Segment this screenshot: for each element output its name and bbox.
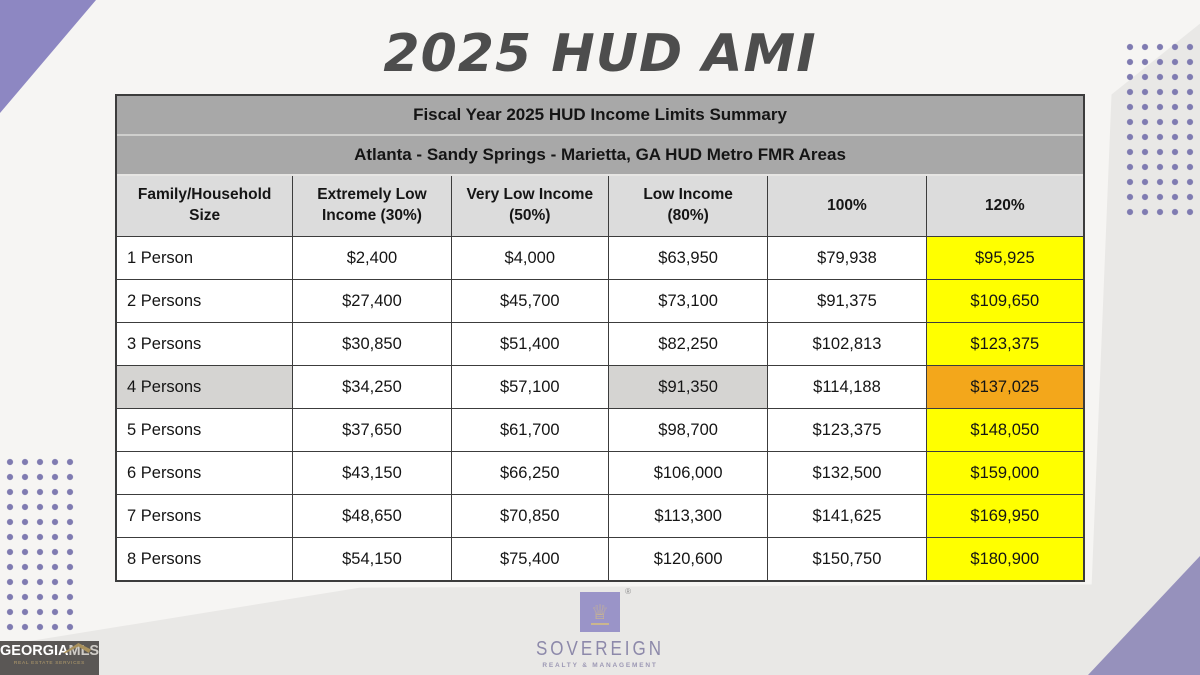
sovereign-logo-square: ♕ ®	[580, 587, 631, 632]
value-cell: $132,500	[767, 452, 925, 494]
value-cell: $57,100	[450, 366, 608, 408]
value-cell: $79,938	[767, 237, 925, 279]
row-label: 3 Persons	[127, 334, 202, 353]
value-cell: $98,700	[607, 409, 767, 451]
value-cell: $4,000	[450, 237, 608, 279]
value-cell: $91,350	[607, 366, 768, 408]
value-cell: $73,100	[607, 280, 767, 322]
value-cell: $106,000	[607, 452, 767, 494]
value-cell: $148,050	[925, 409, 1083, 451]
dot-grid-top-right	[1123, 40, 1199, 220]
value-cell: $34,250	[292, 366, 450, 408]
column-header: Low Income (80%)	[607, 176, 767, 236]
table-row: 6 Persons $43,150 $66,250 $106,000 $132,500 $…	[117, 451, 1083, 494]
value-cell: $75,400	[450, 538, 608, 580]
table-row: 4 Persons $34,250 $57,100 $91,350 $114,188 $1…	[117, 365, 1083, 408]
crown-icon: ♕	[591, 600, 609, 624]
table-title-row: Fiscal Year 2025 HUD Income Limits Summa…	[117, 96, 1083, 136]
value-cell: $102,813	[767, 323, 925, 365]
value-cell: $95,925	[925, 237, 1083, 279]
table-row: 8 Persons $54,150 $75,400 $120,600 $150,750 $…	[117, 537, 1083, 580]
column-header: Family/Household Size	[137, 186, 272, 224]
value-cell: $137,025	[925, 366, 1083, 408]
row-label: 8 Persons	[127, 549, 202, 568]
value-cell: $61,700	[450, 409, 608, 451]
table-row: 1 Person $2,400 $4,000 $63,950 $79,938 $95,92…	[117, 236, 1083, 279]
value-cell: $159,000	[925, 452, 1083, 494]
table-row: 7 Persons $48,650 $70,850 $113,300 $141,625 $…	[117, 494, 1083, 537]
row-label: 4 Persons	[117, 366, 293, 408]
value-cell: $120,600	[607, 538, 767, 580]
georgiamls-name-part2: MLS	[68, 643, 99, 659]
row-label: 6 Persons	[127, 463, 202, 482]
income-table-body: 1 Person $2,400 $4,000 $63,950 $79,938 $95,92…	[117, 236, 1083, 580]
column-header: Very Low Income (50%)	[450, 176, 608, 236]
sovereign-name: SOVEREIGN	[535, 636, 665, 660]
row-label: 1 Person	[127, 248, 194, 267]
page-title: 2025 HUD AMI	[383, 24, 817, 84]
value-cell: $70,850	[450, 495, 608, 537]
value-cell: $54,150	[292, 538, 450, 580]
value-cell: $109,650	[925, 280, 1083, 322]
value-cell: $91,375	[767, 280, 925, 322]
table-row: 3 Persons $30,850 $51,400 $82,250 $102,813 $1…	[117, 322, 1083, 365]
georgiamls-name-part1: GEORGIA	[0, 643, 69, 659]
value-cell: $82,250	[607, 323, 767, 365]
sovereign-logo: ♕ ® SOVEREIGN REALTY & MANAGEMENT	[510, 587, 690, 669]
row-label: 5 Persons	[127, 420, 202, 439]
value-cell: $123,375	[925, 323, 1083, 365]
row-label: 2 Persons	[127, 291, 202, 310]
column-header-row: Family/Household Size Extremely Low Incom…	[117, 176, 1083, 236]
value-cell: $123,375	[767, 409, 925, 451]
value-cell: $27,400	[292, 280, 450, 322]
value-cell: $45,700	[450, 280, 608, 322]
value-cell: $113,300	[607, 495, 767, 537]
value-cell: $51,400	[450, 323, 608, 365]
column-header: 100%	[767, 176, 925, 236]
value-cell: $150,750	[767, 538, 925, 580]
table-region-row: Atlanta - Sandy Springs - Marietta, GA H…	[117, 136, 1083, 176]
table-row: 2 Persons $27,400 $45,700 $73,100 $91,375 $10…	[117, 279, 1083, 322]
value-cell: $2,400	[292, 237, 450, 279]
sovereign-tagline: REALTY & MANAGEMENT	[542, 662, 658, 669]
table-row: 5 Persons $37,650 $61,700 $98,700 $123,375 $1…	[117, 408, 1083, 451]
value-cell: $141,625	[767, 495, 925, 537]
georgiamls-logo: GEORGIAMLS REAL ESTATE SERVICES	[0, 641, 99, 675]
value-cell: $30,850	[292, 323, 450, 365]
value-cell: $66,250	[450, 452, 608, 494]
value-cell: $169,950	[925, 495, 1083, 537]
column-header: Extremely Low Income (30%)	[292, 176, 450, 236]
georgiamls-tagline: REAL ESTATE SERVICES	[13, 660, 86, 666]
value-cell: $114,188	[767, 366, 925, 408]
row-label: 7 Persons	[127, 506, 202, 525]
value-cell: $37,650	[292, 409, 450, 451]
dot-grid-bottom-left	[3, 455, 79, 635]
value-cell: $63,950	[607, 237, 767, 279]
column-header: 120%	[925, 176, 1083, 236]
value-cell: $180,900	[925, 538, 1083, 580]
income-limits-table: Fiscal Year 2025 HUD Income Limits Summa…	[115, 94, 1085, 582]
value-cell: $48,650	[292, 495, 450, 537]
value-cell: $43,150	[292, 452, 450, 494]
registered-trademark-icon: ®	[625, 587, 631, 596]
